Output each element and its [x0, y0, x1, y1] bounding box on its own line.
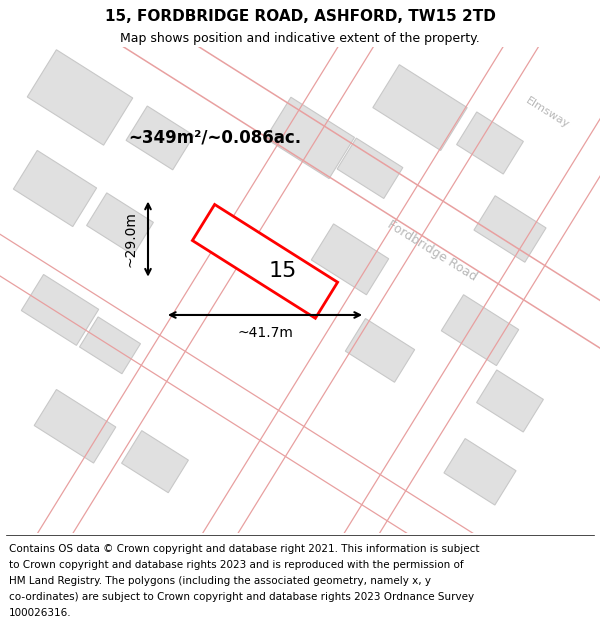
Polygon shape — [22, 274, 98, 346]
Polygon shape — [444, 439, 516, 505]
Polygon shape — [122, 431, 188, 492]
Text: Contains OS data © Crown copyright and database right 2021. This information is : Contains OS data © Crown copyright and d… — [9, 544, 479, 554]
Polygon shape — [13, 151, 97, 227]
Polygon shape — [373, 64, 467, 151]
Text: Elmsway: Elmsway — [523, 96, 571, 130]
Polygon shape — [34, 389, 116, 463]
Polygon shape — [265, 98, 355, 179]
Polygon shape — [457, 112, 523, 174]
Polygon shape — [311, 224, 389, 295]
Text: Map shows position and indicative extent of the property.: Map shows position and indicative extent… — [120, 32, 480, 45]
Text: ~41.7m: ~41.7m — [237, 326, 293, 340]
Polygon shape — [346, 319, 415, 382]
Polygon shape — [80, 317, 140, 374]
Text: 15: 15 — [269, 261, 297, 281]
Polygon shape — [126, 106, 194, 170]
Polygon shape — [86, 193, 154, 255]
Text: Fordbridge Road: Fordbridge Road — [385, 219, 479, 284]
Text: 15, FORDBRIDGE ROAD, ASHFORD, TW15 2TD: 15, FORDBRIDGE ROAD, ASHFORD, TW15 2TD — [104, 9, 496, 24]
Text: ~349m²/~0.086ac.: ~349m²/~0.086ac. — [128, 129, 302, 147]
Polygon shape — [476, 370, 544, 432]
Polygon shape — [337, 138, 403, 199]
Text: co-ordinates) are subject to Crown copyright and database rights 2023 Ordnance S: co-ordinates) are subject to Crown copyr… — [9, 592, 474, 602]
Text: HM Land Registry. The polygons (including the associated geometry, namely x, y: HM Land Registry. The polygons (includin… — [9, 576, 431, 586]
Polygon shape — [193, 204, 338, 318]
Text: to Crown copyright and database rights 2023 and is reproduced with the permissio: to Crown copyright and database rights 2… — [9, 560, 464, 570]
Polygon shape — [474, 196, 546, 262]
Polygon shape — [442, 295, 518, 366]
Text: ~29.0m: ~29.0m — [123, 211, 137, 267]
Polygon shape — [27, 50, 133, 145]
Text: 100026316.: 100026316. — [9, 608, 71, 618]
